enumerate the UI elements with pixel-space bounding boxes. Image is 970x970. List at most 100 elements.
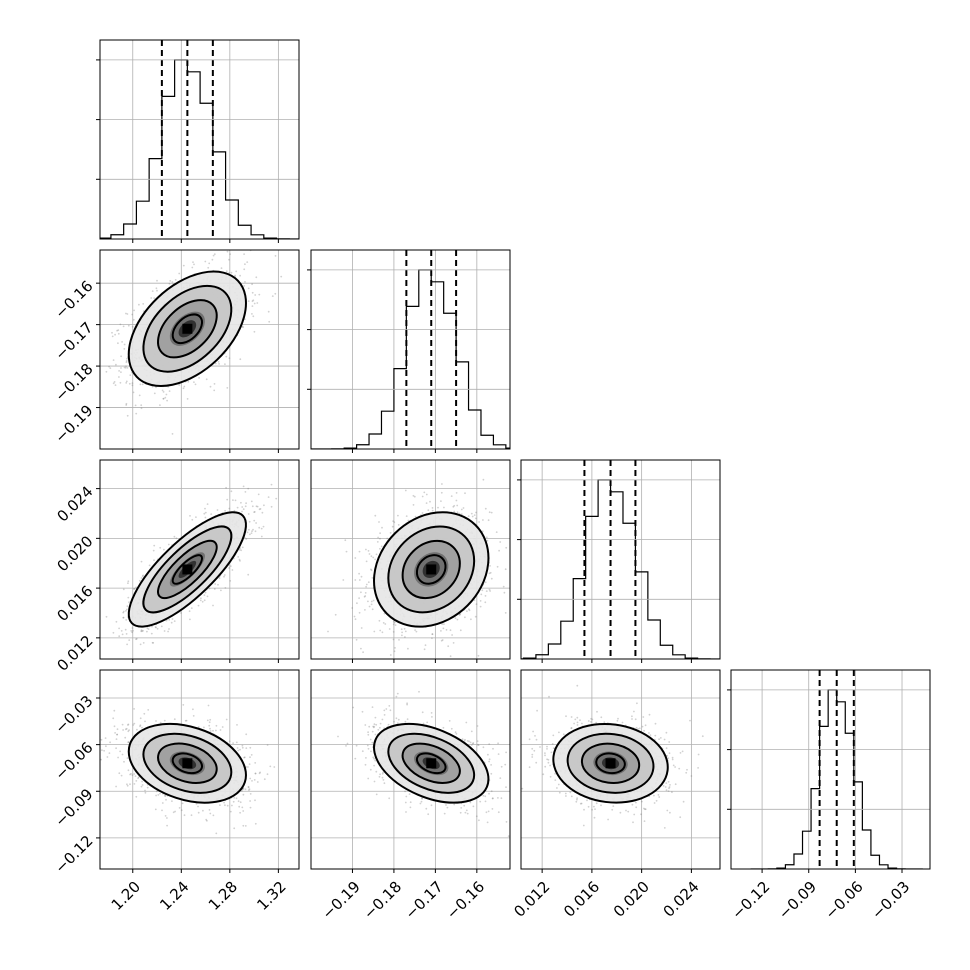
scatter-point [171,281,174,283]
scatter-point [123,366,126,369]
scatter-point [209,718,212,721]
scatter-point [174,810,176,813]
scatter-point [178,272,181,275]
scatter-point [135,795,138,798]
scatter-point [121,341,123,343]
scatter-point [251,291,254,294]
scatter-point [120,371,122,373]
scatter-point [358,579,361,581]
scatter-point [243,285,246,287]
scatter-point [255,276,258,279]
scatter-point [271,295,274,297]
scatter-point [141,784,144,786]
scatter-point [484,601,487,604]
scatter-point [156,627,159,630]
scatter-point [141,575,144,578]
scatter-point [456,618,459,621]
scatter-point [126,643,128,646]
scatter-point [397,524,400,526]
scatter-point [479,605,482,608]
scatter-point [455,492,458,494]
scatter-point [166,399,168,402]
scatter-point [378,521,380,523]
scatter-point [120,630,123,632]
scatter-point [398,639,400,641]
scatter-point [248,763,251,765]
scatter-point [375,553,378,556]
scatter-point [205,378,208,381]
scatter-point [207,266,210,269]
scatter-point [230,490,233,493]
scatter-point [354,579,357,581]
scatter-point [504,568,507,571]
scatter-point [118,635,121,638]
scatter-point [365,560,368,563]
scatter-point [204,591,207,594]
scatter-point [237,556,240,558]
scatter-point [253,511,256,513]
scatter-point [364,595,367,597]
scatter-point [213,253,216,256]
scatter-point [488,572,491,575]
scatter-point [131,631,133,634]
scatter-point [112,717,115,720]
scatter-point [209,730,212,732]
scatter-point [132,318,135,321]
scatter-point [381,526,383,529]
scatter-point [229,253,232,256]
scatter-point [486,539,489,542]
scatter-point [379,547,381,550]
scatter-point [105,370,108,373]
scatter-point [139,643,142,646]
scatter-point [168,618,171,621]
scatter-point [488,511,491,514]
scatter-point [111,331,113,334]
scatter-point [195,516,197,518]
scatter-point [224,363,226,365]
scatter-point [133,708,135,710]
scatter-point [118,772,121,775]
scatter-point [242,508,245,511]
scatter-point [92,423,94,425]
scatter-point [248,528,250,531]
scatter-point [353,615,356,618]
density-contour [171,313,204,345]
scatter-point [132,391,135,394]
scatter-point [120,355,122,358]
scatter-point [397,514,399,517]
scatter-point [204,260,207,263]
scatter-point [401,631,403,634]
scatter-point [241,506,244,508]
scatter-point [98,667,100,669]
scatter-point [464,492,466,495]
scatter-point [414,515,417,518]
scatter-point [252,299,255,302]
scatter-point [138,579,141,582]
scatter-point [496,565,499,568]
scatter-point [225,270,228,272]
scatter-point [249,533,251,536]
scatter-point [133,587,136,590]
scatter-point [122,616,125,619]
scatter-point [119,381,122,384]
scatter-point [135,638,137,641]
scatter-point [131,774,134,776]
scatter-point [255,505,258,508]
scatter-point [228,357,231,360]
scatter-point [242,326,245,329]
scatter-point [451,634,453,636]
scatter-point [100,738,103,741]
scatter-point [355,638,358,641]
scatter-point [460,661,462,663]
scatter-point [262,525,265,528]
scatter-point [427,509,430,512]
scatter-point [251,530,253,533]
scatter-point [130,630,133,632]
scatter-point [489,590,491,592]
scatter-point [153,559,155,562]
scatter-point [258,772,261,775]
density-contour [415,554,447,585]
scatter-point [240,549,243,552]
scatter-point [475,511,477,514]
scatter-point [440,500,442,502]
